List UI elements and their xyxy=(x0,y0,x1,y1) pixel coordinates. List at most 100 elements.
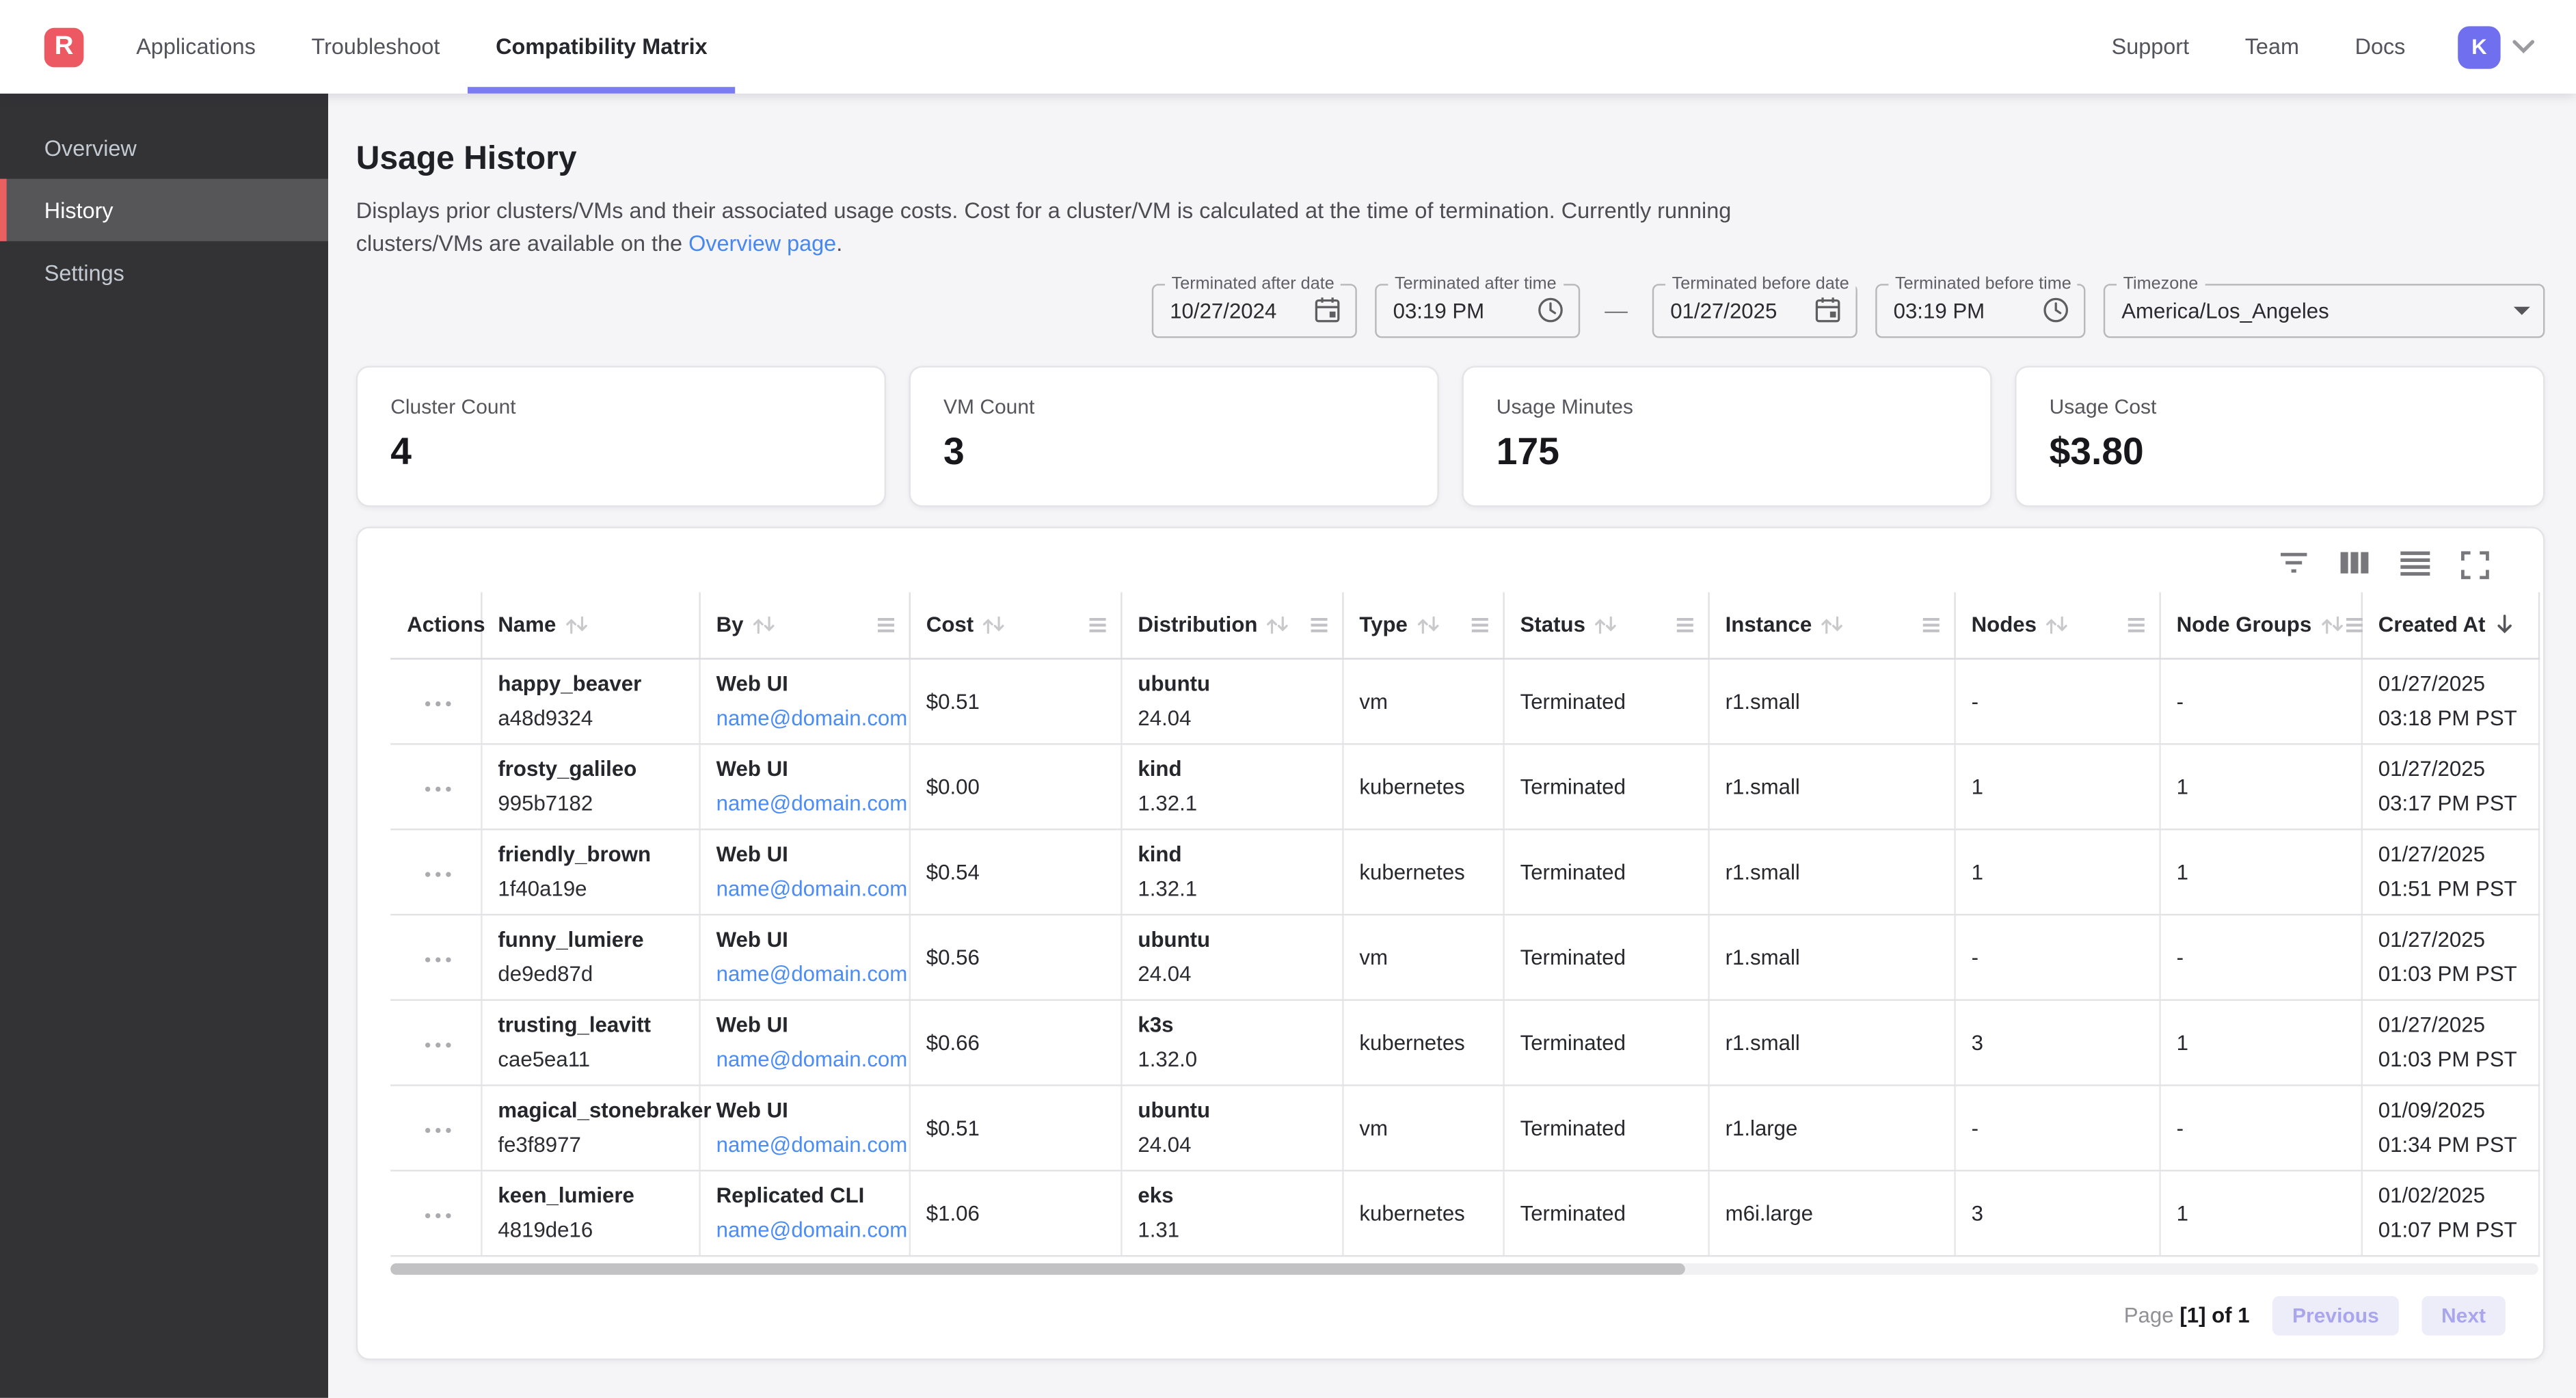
cell-type: kubernetes xyxy=(1342,829,1504,915)
tab-compatibility-matrix[interactable]: Compatibility Matrix xyxy=(468,0,736,94)
row-actions-button[interactable] xyxy=(417,938,459,976)
nav-link-team[interactable]: Team xyxy=(2244,34,2299,59)
column-menu-icon[interactable] xyxy=(2125,616,2145,632)
created-date: 01/27/2025 xyxy=(2378,670,2485,695)
terminated-after-time-input[interactable]: Terminated after time 03:19 PM xyxy=(1375,273,1581,338)
tab-applications[interactable]: Applications xyxy=(136,34,256,59)
created-by-source: Web UI xyxy=(716,1097,788,1122)
sort-icon[interactable] xyxy=(752,615,777,634)
cell-actions xyxy=(390,829,482,915)
sidebar-item-settings[interactable]: Settings xyxy=(44,260,124,285)
nav-link-docs[interactable]: Docs xyxy=(2354,34,2406,59)
created-by-email-link[interactable]: name@domain.com xyxy=(716,1216,908,1241)
cell-instance: m6i.large xyxy=(1708,1170,1955,1256)
columns-button[interactable] xyxy=(2339,550,2369,578)
column-menu-icon[interactable] xyxy=(1920,616,1940,632)
calendar-icon[interactable] xyxy=(1313,295,1342,325)
row-actions-button[interactable] xyxy=(417,1108,459,1146)
cell-nodes: - xyxy=(1954,913,2160,1000)
clock-icon[interactable] xyxy=(2041,295,2071,325)
cluster-id: 4819de16 xyxy=(498,1216,593,1241)
row-actions-button[interactable] xyxy=(417,767,459,805)
cell-name: funny_lumiere de9ed87d xyxy=(481,913,700,1000)
horizontal-scrollbar[interactable] xyxy=(390,1262,2538,1274)
distribution-version: 1.32.1 xyxy=(1138,790,1198,815)
column-header-name[interactable]: Name xyxy=(481,591,700,659)
sidebar-item-overview[interactable]: Overview xyxy=(44,135,137,161)
tab-troubleshoot[interactable]: Troubleshoot xyxy=(311,34,440,59)
column-menu-icon[interactable] xyxy=(875,616,895,632)
sort-icon[interactable] xyxy=(1594,615,1618,634)
created-date: 01/02/2025 xyxy=(2378,1182,2485,1207)
sort-icon[interactable] xyxy=(1265,615,1290,634)
column-menu-icon[interactable] xyxy=(2344,616,2364,632)
row-actions-button[interactable] xyxy=(417,1194,459,1231)
column-header-cost[interactable]: Cost xyxy=(909,591,1122,659)
cell-nodes: - xyxy=(1954,1084,2160,1171)
column-label: Status xyxy=(1520,612,1585,637)
cell-node-groups: 1 xyxy=(2159,1170,2362,1256)
nav-link-support[interactable]: Support xyxy=(2111,34,2190,59)
chevron-down-icon[interactable] xyxy=(2512,40,2535,55)
cell-actions xyxy=(390,658,482,744)
sort-desc-icon[interactable] xyxy=(2493,614,2514,635)
column-header-by[interactable]: By xyxy=(699,591,910,659)
created-by-email-link[interactable]: name@domain.com xyxy=(716,960,908,986)
column-header-nodes[interactable]: Nodes xyxy=(1954,591,2160,659)
column-menu-icon[interactable] xyxy=(1469,616,1489,632)
cell-distribution: k3s 1.32.0 xyxy=(1121,999,1343,1086)
replicated-logo-icon[interactable]: R xyxy=(44,27,84,67)
next-button[interactable]: Next xyxy=(2421,1295,2506,1335)
column-menu-icon[interactable] xyxy=(1087,616,1107,632)
previous-button[interactable]: Previous xyxy=(2272,1295,2399,1335)
filter-button[interactable] xyxy=(2279,550,2309,578)
terminated-before-date-input[interactable]: Terminated before date 01/27/2025 xyxy=(1652,273,1857,338)
sort-icon[interactable] xyxy=(1820,615,1844,634)
created-by-email-link[interactable]: name@domain.com xyxy=(716,875,908,900)
column-header-distribution[interactable]: Distribution xyxy=(1121,591,1343,659)
column-menu-icon[interactable] xyxy=(1309,616,1328,632)
created-by-source: Web UI xyxy=(716,1011,788,1036)
created-date: 01/27/2025 xyxy=(2378,841,2485,865)
created-by-email-link[interactable]: name@domain.com xyxy=(716,704,908,729)
sidebar-item-history[interactable]: History xyxy=(0,178,329,241)
overview-page-link[interactable]: Overview page xyxy=(688,231,837,256)
column-header-instance[interactable]: Instance xyxy=(1708,591,1955,659)
column-header-status[interactable]: Status xyxy=(1503,591,1709,659)
row-actions-button[interactable] xyxy=(417,852,459,890)
cell-status: Terminated xyxy=(1503,1084,1709,1171)
cluster-id: 1f40a19e xyxy=(498,875,587,900)
cell-status: Terminated xyxy=(1503,1170,1709,1256)
cell-node-groups: - xyxy=(2159,1084,2362,1171)
sort-icon[interactable] xyxy=(2320,615,2344,634)
row-actions-button[interactable] xyxy=(417,682,459,719)
created-by-email-link[interactable]: name@domain.com xyxy=(716,1131,908,1156)
dropdown-caret-icon xyxy=(2513,306,2530,314)
terminated-after-date-input[interactable]: Terminated after date 10/27/2024 xyxy=(1151,273,1357,338)
column-header-node-groups[interactable]: Node Groups xyxy=(2159,591,2364,659)
fullscreen-button[interactable] xyxy=(2461,550,2489,579)
row-actions-button[interactable] xyxy=(417,1023,459,1060)
created-by-email-link[interactable]: name@domain.com xyxy=(716,1046,908,1071)
terminated-before-time-input[interactable]: Terminated before time 03:19 PM xyxy=(1875,273,2086,338)
sort-icon[interactable] xyxy=(982,615,1006,634)
stat-value: 3 xyxy=(943,429,965,472)
cluster-name: funny_lumiere xyxy=(498,926,644,951)
calendar-icon[interactable] xyxy=(1813,295,1842,325)
column-menu-icon[interactable] xyxy=(1674,616,1694,632)
stat-label: Usage Cost xyxy=(2049,394,2157,418)
scrollbar-thumb[interactable] xyxy=(390,1262,1685,1274)
column-header-created-at[interactable]: Created At xyxy=(2361,591,2540,659)
avatar[interactable]: K xyxy=(2458,25,2501,68)
created-by-email-link[interactable]: name@domain.com xyxy=(716,790,908,815)
clock-icon[interactable] xyxy=(1535,295,1565,325)
sort-icon[interactable] xyxy=(564,615,589,634)
cell-instance: r1.small xyxy=(1708,829,1955,915)
column-header-type[interactable]: Type xyxy=(1342,591,1504,659)
cell-by: Web UI name@domain.com xyxy=(699,1084,910,1171)
sort-icon[interactable] xyxy=(2045,615,2069,634)
sort-icon[interactable] xyxy=(1416,615,1440,634)
density-button[interactable] xyxy=(2400,550,2430,578)
timezone-select[interactable]: Timezone America/Los_Angeles xyxy=(2103,273,2545,338)
cell-actions xyxy=(390,999,482,1086)
